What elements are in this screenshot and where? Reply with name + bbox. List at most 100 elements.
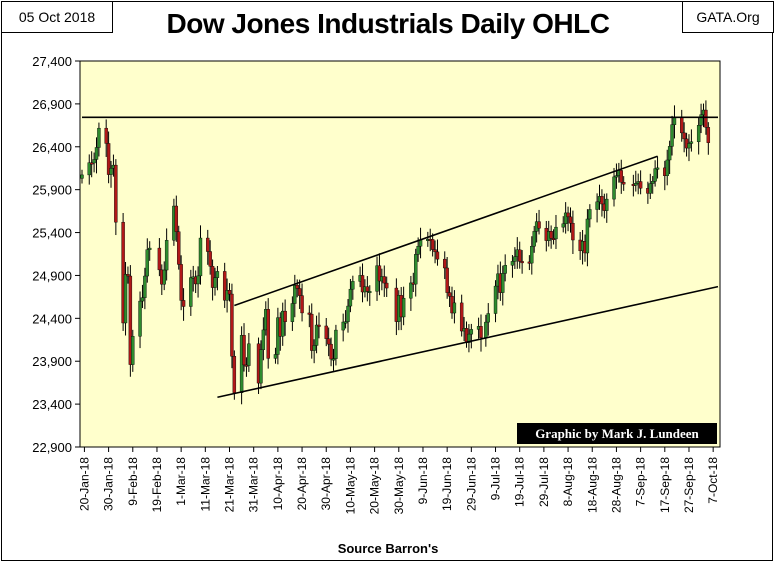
ohlc-body: [164, 240, 169, 271]
ohlc-body: [266, 309, 270, 359]
ohlc-body: [310, 313, 314, 351]
y-tick-label: 22,900: [32, 440, 72, 455]
ohlc-body: [638, 181, 643, 189]
x-tick-label: 29-Jun-18: [464, 457, 478, 511]
ohlc-body: [665, 159, 669, 176]
ohlc-body: [501, 273, 505, 293]
ohlc-body: [89, 162, 94, 165]
ohlc-body: [377, 265, 382, 282]
y-tick-label: 25,400: [32, 226, 72, 241]
ohlc-body: [329, 343, 333, 360]
y-tick-label: 23,400: [32, 397, 72, 412]
ohlc-body: [273, 354, 278, 359]
y-tick-label: 26,400: [32, 140, 72, 155]
ohlc-body: [414, 254, 418, 285]
ohlc-bars: [80, 100, 711, 405]
ohlc-body: [145, 249, 149, 277]
ohlc-body: [317, 324, 321, 327]
ohlc-body: [704, 109, 708, 128]
plot-area: [79, 60, 721, 448]
x-tick-label: 19-Feb-18: [150, 457, 164, 513]
x-tick-label: 7-Oct-18: [706, 457, 720, 504]
ohlc-body: [92, 159, 96, 164]
ohlc-body: [520, 261, 524, 264]
ohlc-body: [326, 338, 331, 345]
ohlc-body: [653, 168, 657, 182]
ohlc-body: [651, 181, 655, 184]
ohlc-body: [672, 117, 677, 125]
channel-lower-line: [217, 285, 719, 399]
chart-title: Dow Jones Industrials Daily OHLC: [166, 8, 610, 39]
ohlc-body: [563, 212, 568, 225]
ohlc-body: [368, 291, 372, 294]
ohlc-body: [689, 141, 694, 144]
x-tick-label: 20-Jan-18: [77, 457, 91, 511]
x-tick-label: 1-Mar-18: [174, 457, 188, 506]
ohlc-body: [588, 209, 592, 220]
ohlc-body: [261, 329, 266, 350]
ohlc-body: [614, 175, 619, 178]
x-tick-label: 9-Jun-18: [416, 457, 430, 505]
ohlc-body: [343, 321, 348, 324]
x-tick-label: 7-Sep-18: [634, 457, 648, 507]
ohlc-body: [331, 358, 336, 361]
ohlc-body: [348, 288, 353, 307]
ohlc-body: [307, 312, 312, 315]
trend-lines: [82, 116, 719, 399]
ohlc-body: [126, 274, 130, 277]
ohlc-body: [259, 349, 263, 384]
ohlc-body: [143, 275, 147, 298]
x-tick-label: 28-Aug-18: [609, 457, 623, 513]
date-label: 05 Oct 2018: [1, 1, 113, 33]
ohlc-body: [157, 247, 162, 271]
ohlc-body: [177, 231, 181, 265]
ohlc-body: [196, 275, 200, 285]
y-tick-label: 24,900: [32, 268, 72, 283]
ohlc-body: [416, 245, 420, 255]
x-tick-label: 29-Jul-18: [537, 457, 551, 507]
ohlc-body: [595, 201, 599, 210]
ohlc-body: [206, 237, 210, 252]
y-tick-label: 27,400: [32, 54, 72, 69]
ohlc-body: [696, 125, 701, 143]
credit-text: Graphic by Mark J. Lundeen: [535, 426, 699, 441]
ohlc-body: [447, 292, 452, 297]
ohlc-body: [324, 325, 328, 339]
ohlc-body: [566, 212, 570, 218]
ohlc-body: [493, 285, 498, 314]
ohlc-body: [225, 290, 229, 301]
ohlc-body: [435, 251, 440, 260]
ohlc-body: [680, 117, 684, 134]
ohlc-body: [131, 336, 135, 365]
ohlc-body: [561, 223, 565, 228]
ohlc-body: [109, 168, 113, 175]
ohlc-body: [198, 237, 203, 277]
ohlc-body: [314, 324, 319, 346]
x-tick-label: 8-Aug-18: [561, 457, 575, 507]
ohlc-body: [213, 277, 217, 288]
ohlc-body: [351, 281, 355, 290]
ohlc-body: [469, 329, 474, 335]
ohlc-body: [605, 198, 609, 211]
ohlc-body: [667, 146, 672, 161]
x-tick-label: 10-Apr-18: [271, 457, 285, 511]
x-tick-label: 11-Mar-18: [198, 457, 212, 512]
x-axis-title: Source Barron's: [337, 541, 439, 556]
ohlc-body: [549, 231, 553, 239]
x-tick-label: 21-Mar-18: [223, 457, 237, 513]
channel-upper-line: [234, 155, 658, 307]
ohlc-body: [106, 143, 111, 175]
x-tick-label: 9-Feb-18: [126, 457, 140, 506]
ohlc-body: [655, 167, 660, 170]
ohlc-body: [300, 295, 304, 314]
ohlc-body: [459, 302, 464, 332]
x-tick-label: 30-Apr-18: [319, 457, 333, 511]
credit-box: [517, 423, 717, 444]
ohlc-body: [80, 174, 84, 179]
ohlc-body: [585, 218, 590, 254]
ohlc-body: [513, 256, 517, 262]
ohlc-body: [433, 249, 437, 253]
ohlc-body: [554, 226, 558, 240]
